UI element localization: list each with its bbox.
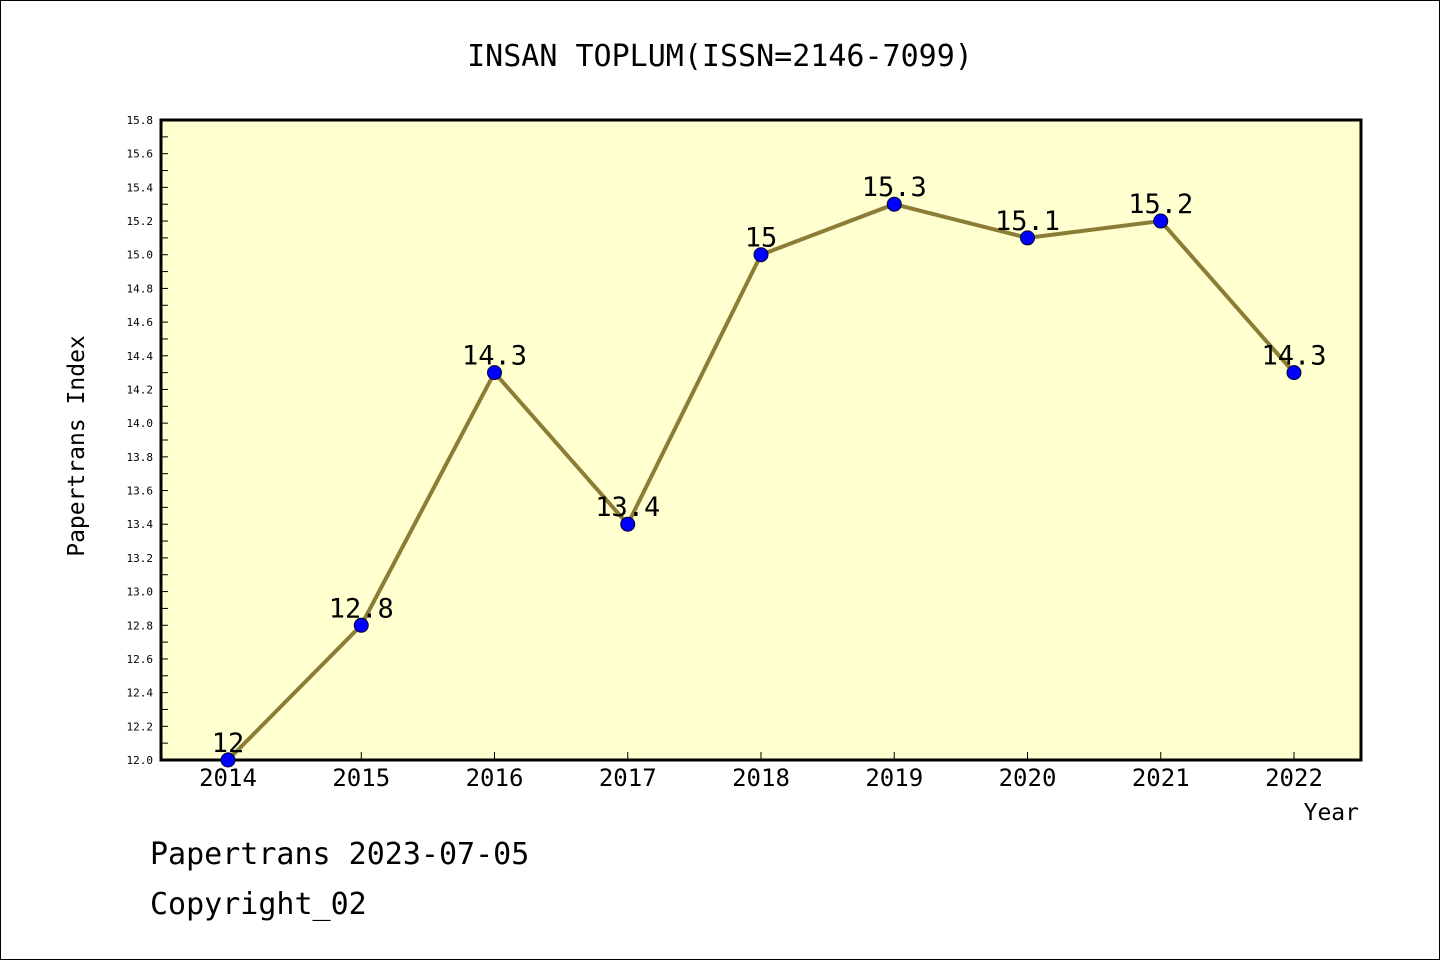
y-tick-label: 13.4 (127, 518, 154, 531)
x-tick-label: 2021 (1132, 764, 1190, 792)
data-label: 13.4 (595, 492, 660, 523)
x-axis-ticks: 2014 2015 2016 2017 2018 2019 2020 2021 2022 (199, 752, 1323, 792)
y-tick-label: 14.6 (127, 316, 154, 329)
y-tick-label: 14.4 (127, 350, 154, 363)
y-tick-label: 15.8 (127, 114, 154, 127)
data-label: 14.3 (462, 341, 527, 372)
x-tick-label: 2022 (1265, 764, 1323, 792)
x-tick-label: 2020 (999, 764, 1057, 792)
x-tick-label: 2014 (199, 764, 257, 792)
x-tick-label: 2015 (332, 764, 390, 792)
x-axis-label: Year (1304, 800, 1359, 826)
y-tick-label: 12.4 (127, 687, 154, 700)
x-tick-label: 2016 (466, 764, 524, 792)
data-label: 12 (212, 728, 245, 759)
data-point (353, 617, 369, 633)
data-point (1153, 213, 1169, 229)
y-tick-label: 14.2 (127, 383, 154, 396)
data-points (220, 196, 1302, 768)
data-label: 14.3 (1261, 341, 1326, 372)
y-tick-label: 15.0 (127, 249, 154, 262)
data-label: 12.8 (329, 593, 394, 624)
chart-title: INSAN TOPLUM(ISSN=2146-7099) (467, 39, 973, 74)
data-point (1286, 365, 1302, 381)
footer-date: Papertrans 2023-07-05 (150, 837, 529, 872)
data-label: 15.1 (995, 206, 1060, 237)
data-label: 15.2 (1128, 189, 1193, 220)
data-label: 15 (745, 223, 778, 254)
data-point (1020, 230, 1035, 246)
data-point (220, 752, 236, 768)
y-tick-label: 15.2 (127, 215, 154, 228)
y-tick-label: 12.6 (127, 653, 154, 666)
data-point (487, 365, 502, 381)
data-point (753, 247, 769, 263)
y-tick-label: 13.6 (127, 485, 154, 498)
y-tick-label: 12.0 (127, 754, 154, 767)
y-tick-label: 15.6 (127, 148, 154, 161)
y-tick-label: 14.0 (127, 417, 154, 430)
y-tick-label: 13.8 (127, 451, 154, 464)
y-tick-label: 12.8 (127, 619, 154, 632)
x-tick-label: 2017 (599, 764, 657, 792)
data-point (886, 196, 902, 212)
footer-copyright: Copyright_02 (150, 887, 367, 922)
y-tick-label: 14.8 (127, 282, 154, 295)
y-axis-ticks: 12.0 12.2 12.4 12.6 12.8 13.0 13.2 13.4 13.6 13.8… (127, 114, 168, 767)
y-tick-label: 13.0 (127, 586, 154, 599)
x-tick-label: 2019 (865, 764, 923, 792)
data-point (620, 516, 636, 532)
y-axis-label: Papertrans Index (64, 335, 90, 557)
y-tick-label: 13.2 (127, 552, 154, 565)
x-tick-label: 2018 (732, 764, 790, 792)
y-tick-label: 15.4 (127, 181, 154, 194)
data-labels: 12 12.8 14.3 13.4 15 15.3 15.1 15.2 14.3 (212, 172, 1327, 759)
data-label: 15.3 (862, 172, 927, 203)
y-tick-label: 12.2 (127, 720, 154, 733)
